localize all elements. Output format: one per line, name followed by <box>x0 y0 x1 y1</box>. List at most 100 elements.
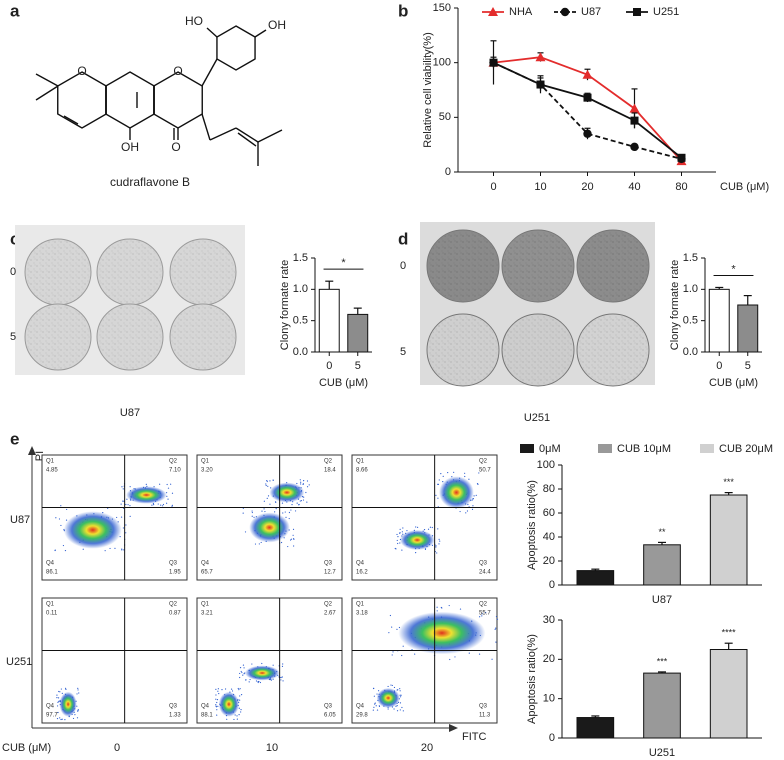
event-dot <box>59 691 61 693</box>
bar <box>576 717 615 739</box>
marker <box>535 52 546 62</box>
quadrant-value: 12.7 <box>324 570 336 576</box>
event-dot <box>60 524 62 527</box>
axis-title: CUB (μM) <box>2 742 51 754</box>
event-dot <box>114 547 116 550</box>
event-dot <box>215 698 217 700</box>
quadrant-value: 4.85 <box>46 468 58 474</box>
event-dot <box>216 699 219 701</box>
event-dot <box>300 481 302 483</box>
significance: ** <box>658 527 666 537</box>
event-dot <box>394 547 396 550</box>
event-dot <box>475 494 477 496</box>
event-dot <box>435 545 437 547</box>
well-colonies <box>171 240 235 304</box>
event-dot <box>411 649 413 651</box>
ring <box>57 71 107 129</box>
event-dot <box>399 532 401 534</box>
density-cloud <box>439 476 474 509</box>
quadrant-name: Q3 <box>169 561 178 567</box>
event-dot <box>166 483 168 486</box>
quadrant-value: 8.66 <box>356 468 368 474</box>
event-dot <box>495 627 497 629</box>
event-dot <box>272 479 274 481</box>
quadrant-name: Q4 <box>356 561 365 567</box>
event-dot <box>427 528 430 530</box>
event-dot <box>424 548 427 551</box>
quadrant-name: Q1 <box>201 459 210 465</box>
quadrant-value: 24.4 <box>479 570 491 576</box>
event-dot <box>238 707 240 709</box>
x-axis-title: CUB (μM) <box>720 181 769 193</box>
quadrant-name: Q3 <box>479 704 488 710</box>
quadrant-value: 1.33 <box>169 713 181 719</box>
quadrant-value: 65.7 <box>201 570 213 576</box>
event-dot <box>259 681 262 684</box>
event-dot <box>396 539 398 542</box>
event-dot <box>417 526 419 528</box>
event-dot <box>167 487 170 489</box>
event-dot <box>265 483 267 485</box>
event-dot <box>464 472 466 474</box>
row-label: 0 <box>10 266 16 278</box>
event-dot <box>258 543 260 545</box>
event-dot <box>122 488 124 490</box>
event-dot <box>82 548 84 550</box>
ring <box>105 71 155 129</box>
bar <box>347 313 369 353</box>
y-tick-label: 100 <box>433 57 451 69</box>
event-dot <box>76 693 78 695</box>
event-dot <box>485 611 487 614</box>
event-dot <box>65 688 67 691</box>
y-axis-title: Clony formate rate <box>279 260 291 350</box>
event-dot <box>224 688 227 690</box>
event-dot <box>479 616 481 618</box>
quadrant-name: Q3 <box>169 704 178 710</box>
event-dot <box>281 665 284 667</box>
event-dot <box>77 709 79 712</box>
event-dot <box>239 676 241 679</box>
event-dot <box>157 503 159 505</box>
event-dot <box>57 697 60 699</box>
atom-label: HO <box>185 14 203 28</box>
event-dot <box>239 667 242 669</box>
quadrant-name: Q2 <box>169 602 178 608</box>
event-dot <box>491 658 493 660</box>
event-dot <box>396 628 398 631</box>
row-label: 0 <box>400 260 406 272</box>
flow-plot <box>41 454 188 581</box>
quadrant-value: 3.18 <box>356 611 368 617</box>
x-axis-title: CUB (μM) <box>319 377 368 389</box>
event-dot <box>495 615 498 618</box>
quadrant-value: 16.2 <box>356 570 368 576</box>
event-dot <box>391 626 393 628</box>
event-dot <box>242 664 245 666</box>
ring <box>153 71 203 129</box>
event-dot <box>374 703 376 705</box>
bar <box>643 672 681 739</box>
quadrant-value: 50.7 <box>479 468 491 474</box>
quadrant-value: 55.7 <box>479 611 491 617</box>
y-tick-label: 30 <box>543 614 555 626</box>
event-dot <box>56 705 59 707</box>
flow-plot <box>351 454 498 581</box>
marker <box>677 153 686 162</box>
event-dot <box>296 502 298 504</box>
event-dot <box>151 504 153 506</box>
event-dot <box>267 495 270 497</box>
event-dot <box>255 680 258 682</box>
event-dot <box>459 608 462 610</box>
event-dot <box>437 528 439 530</box>
y-tick-label: 150 <box>433 2 451 14</box>
event-dot <box>129 515 131 517</box>
event-dot <box>266 480 268 482</box>
event-dot <box>464 475 466 478</box>
event-dot <box>243 673 245 675</box>
event-dot <box>397 689 399 691</box>
event-dot <box>399 528 401 530</box>
event-dot <box>298 504 300 506</box>
event-dot <box>396 704 398 707</box>
event-dot <box>121 549 123 551</box>
x-axis-title: CUB (μM) <box>709 377 758 389</box>
event-dot <box>166 502 168 504</box>
